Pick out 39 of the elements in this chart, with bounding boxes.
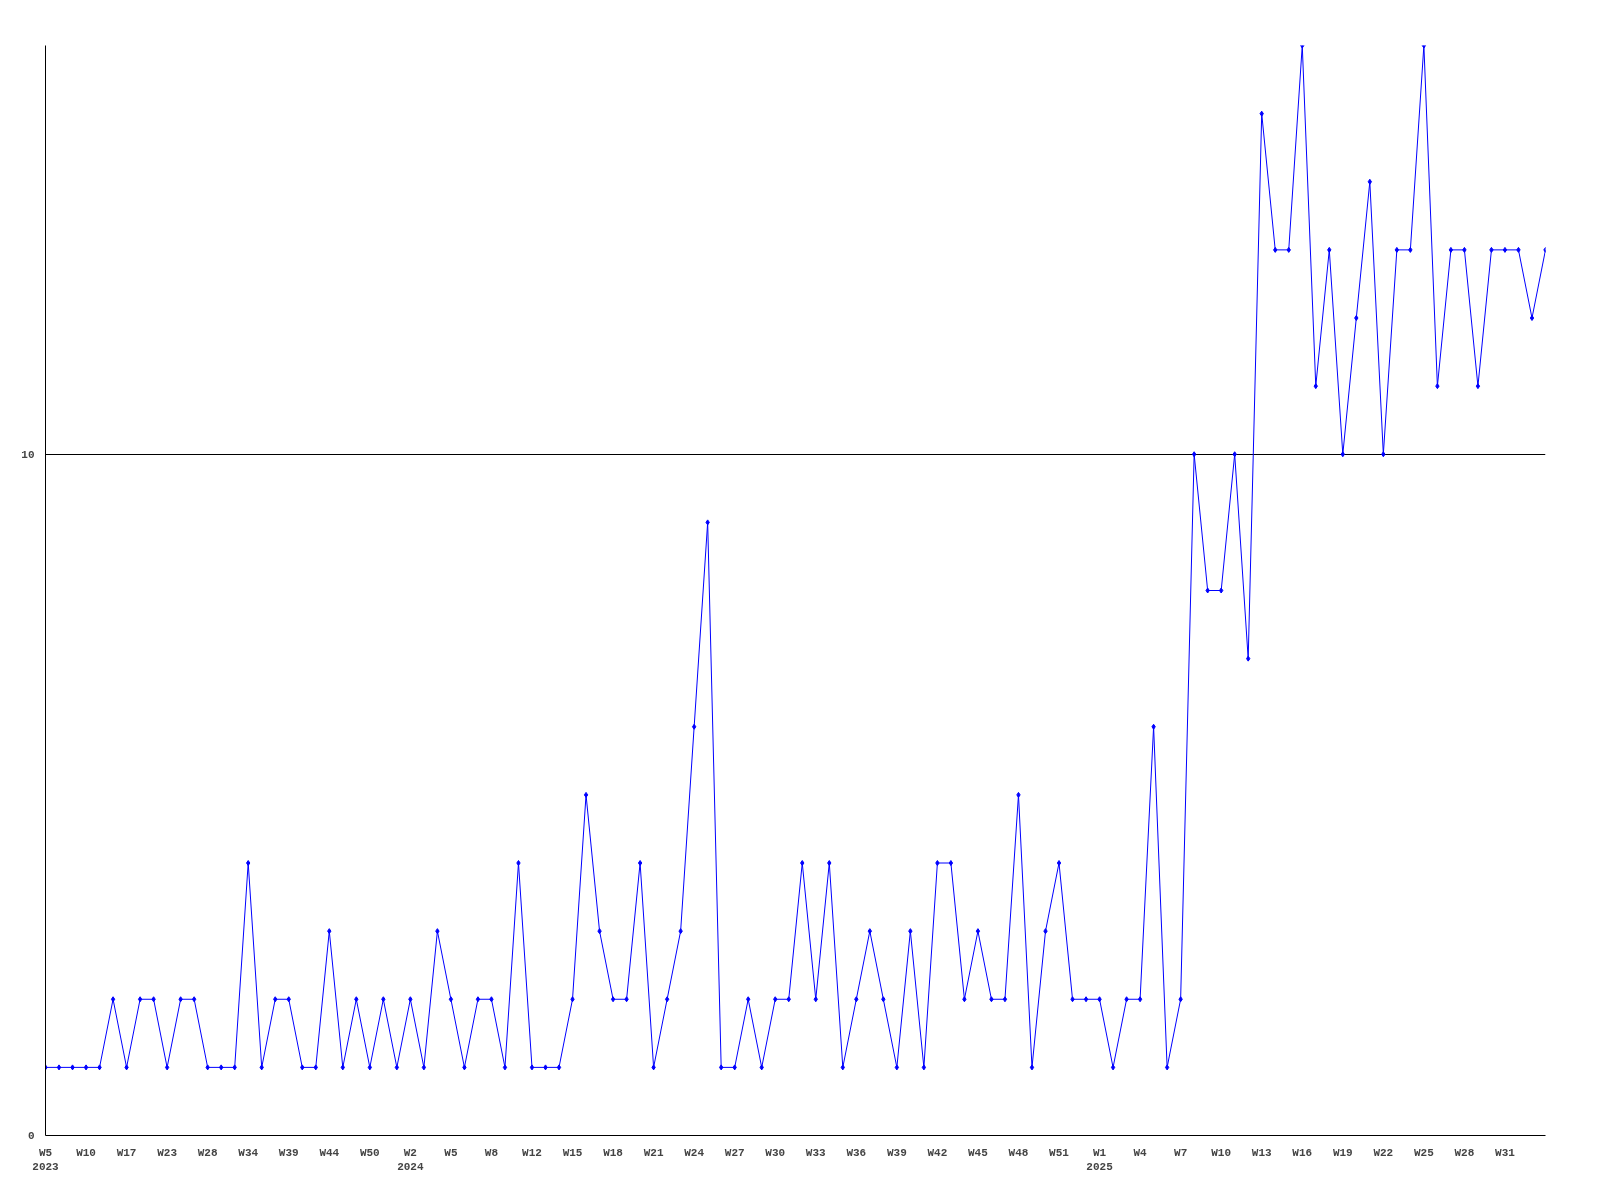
x-tick-label: W34 [238, 1146, 259, 1159]
x-tick-label: W31 [1495, 1146, 1516, 1159]
x-tick-label: W42 [927, 1146, 948, 1159]
x-tick-label: W17 [116, 1146, 137, 1159]
x-tick-label: W1 2025 [1086, 1146, 1114, 1173]
x-tick-label: W2 2024 [397, 1146, 424, 1173]
x-tick-label: W28 [197, 1146, 218, 1159]
y-tick-label: 0 [27, 1130, 35, 1142]
x-tick-label: W10 [76, 1146, 96, 1159]
x-tick-label: W12 [522, 1146, 542, 1159]
x-tick-label: W51 [1049, 1146, 1070, 1159]
x-tick-label: W16 [1292, 1146, 1313, 1159]
x-tick-label: W27 [724, 1146, 745, 1159]
x-tick-label: W5 2023 [32, 1146, 60, 1173]
x-tick-label: W44 [319, 1146, 340, 1159]
x-tick-label: W18 [603, 1146, 624, 1159]
x-tick-label: W24 [684, 1146, 705, 1159]
x-tick-label: W10 [1211, 1146, 1232, 1159]
x-tick-label: W21 [643, 1146, 664, 1159]
x-tick-label: W50 [359, 1146, 380, 1159]
x-tick-label: W39 [886, 1146, 907, 1159]
x-tick-label: W48 [1008, 1146, 1029, 1159]
x-tick-label: W30 [765, 1146, 786, 1159]
x-tick-label: W5 [444, 1146, 458, 1159]
x-tick-label: W23 [157, 1146, 178, 1159]
x-tick-label: W36 [846, 1146, 867, 1159]
x-tick-label: W33 [805, 1146, 827, 1159]
x-tick-label: W45 [968, 1146, 989, 1159]
y-tick-label: 10 [21, 448, 35, 461]
x-tick-label: W25 [1413, 1146, 1435, 1159]
x-tick-label: W15 [562, 1146, 583, 1159]
x-tick-label: W13 [1251, 1146, 1273, 1159]
x-tick-label: W39 [278, 1146, 299, 1159]
x-tick-label: W7 [1174, 1146, 1188, 1159]
x-tick-label: W28 [1454, 1146, 1475, 1159]
x-tick-label: W22 [1373, 1146, 1394, 1159]
x-tick-label: W8 [484, 1146, 499, 1159]
x-tick-label: W4 [1133, 1146, 1148, 1159]
x-tick-label: W19 [1332, 1146, 1353, 1159]
